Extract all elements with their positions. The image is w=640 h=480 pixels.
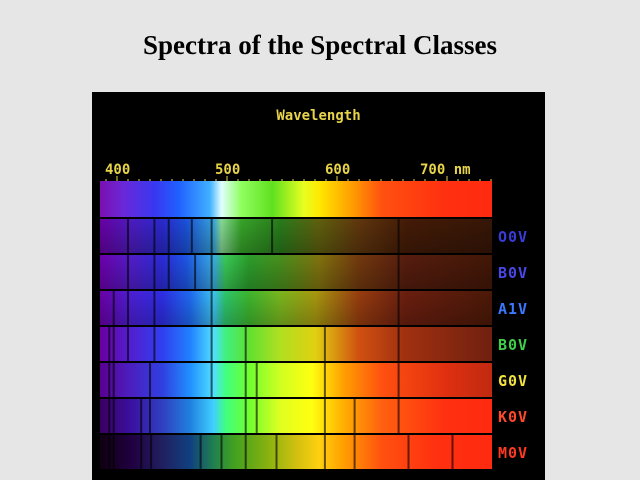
absorption-line [210,327,213,361]
spectrum-band-A1V [100,291,492,325]
absorption-line [353,399,356,433]
absorption-line [108,327,111,361]
absorption-line [153,327,156,361]
absorption-line [108,399,111,433]
absorption-line [140,399,143,433]
tick-label-600: 600 [325,162,351,178]
spectrum-band-K0V [100,399,492,433]
absorption-line [323,399,326,433]
absorption-line [112,435,115,469]
absorption-line [323,363,326,397]
absorption-line [210,291,213,325]
absorption-line [127,219,129,253]
class-label-B0V-2: B0V [498,336,529,354]
absorption-line [112,399,115,433]
absorption-line [271,219,274,253]
absorption-line [255,399,258,433]
absorption-line [112,363,115,397]
absorption-line [127,291,129,325]
absorption-line [275,435,278,469]
absorption-line [451,435,454,469]
absorption-line [127,327,129,361]
spectrum-band-O0V [100,219,492,253]
slide-title: Spectra of the Spectral Classes [143,30,497,60]
absorption-line [194,255,197,289]
absorption-line [140,435,143,469]
tick-label-500: 500 [215,162,241,178]
absorption-line [127,255,129,289]
absorption-line [323,435,326,469]
class-label-K0V: K0V [498,408,529,426]
class-label-O0V: O0V [498,228,529,246]
absorption-line [167,219,170,253]
class-label-G0V: G0V [498,372,529,390]
absorption-line [210,219,213,253]
spectrum-band-G0V [100,363,492,397]
absorption-line [220,435,223,469]
absorption-line [244,363,247,397]
spectrum-band-B0V-2 [100,327,492,361]
spectrum-band-M0V [100,435,492,469]
spectrum-band-B0V [100,255,492,289]
absorption-line [149,363,151,397]
absorption-line [244,399,247,433]
absorption-lines-layer [108,219,454,469]
absorption-line [407,435,410,469]
absorption-line [244,327,247,361]
tick-label-400: 400 [105,162,131,178]
absorption-line [153,255,156,289]
class-label-A1V: A1V [498,300,529,318]
axis-title: Wavelength [276,108,361,124]
absorption-line [112,291,115,325]
absorption-line [149,399,151,433]
tick-label-700nm: 700 nm [420,162,471,178]
absorption-line [397,363,400,397]
reference-spectrum [100,181,492,217]
absorption-line [244,435,247,469]
absorption-line [112,327,115,361]
class-label-M0V: M0V [498,444,529,462]
absorption-line [397,327,400,361]
absorption-line [397,219,400,253]
absorption-line [353,435,356,469]
spectra-diagram: Wavelength 400 500 600 700 nm O0V B0V A1… [92,92,545,480]
absorption-line [199,435,202,469]
absorption-line [397,399,400,433]
absorption-line [167,255,170,289]
absorption-line [108,363,111,397]
absorption-line [255,363,258,397]
absorption-line [190,219,193,253]
absorption-line [210,255,213,289]
absorption-line [150,435,153,469]
absorption-line [108,435,111,469]
class-label-B0V: B0V [498,264,529,282]
absorption-line [323,327,326,361]
absorption-line [397,255,400,289]
absorption-line [153,291,156,325]
absorption-line [210,363,213,397]
absorption-line [153,219,156,253]
absorption-line [397,291,400,325]
